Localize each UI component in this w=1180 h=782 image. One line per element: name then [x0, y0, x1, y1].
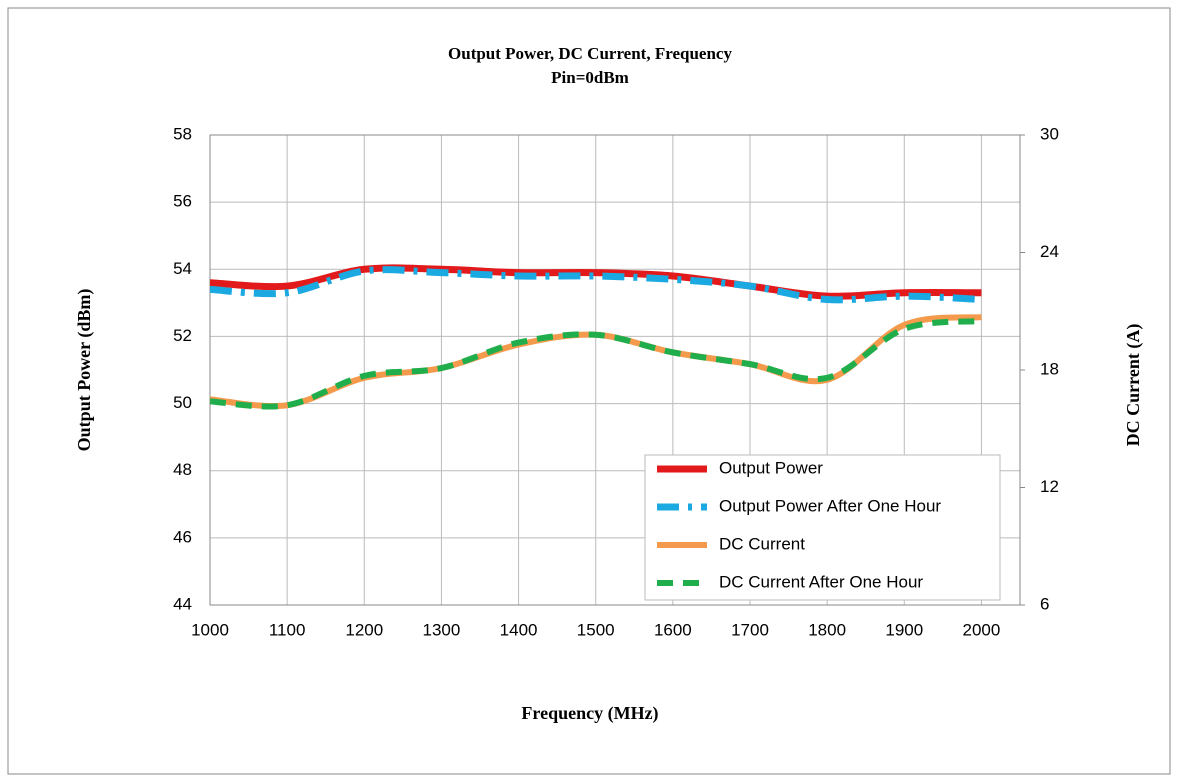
- series-line: [209, 318, 982, 410]
- x-tick-label: 1900: [885, 620, 923, 639]
- y-tick-label: 50: [173, 393, 192, 412]
- x-axis-title: Frequency (MHz): [521, 703, 658, 724]
- chart-title: Output Power, DC Current, Frequency: [448, 44, 732, 63]
- x-tick-label: 1800: [808, 620, 846, 639]
- x-tick-label: 1600: [654, 620, 692, 639]
- legend-label: Output Power After One Hour: [719, 496, 941, 515]
- legend-label: DC Current: [719, 534, 805, 553]
- chart-border: [7, 7, 1171, 775]
- x-tick-label: 2000: [963, 620, 1001, 639]
- y2-axis-title: DC Current (A): [1123, 324, 1144, 447]
- y2-tick-label: 6: [1040, 594, 1049, 613]
- y2-tick-label: 18: [1040, 359, 1059, 378]
- x-tick-label: 1400: [500, 620, 538, 639]
- y-tick-label: 54: [173, 259, 192, 278]
- y-tick-label: 46: [173, 527, 192, 546]
- x-tick-label: 1200: [345, 620, 383, 639]
- y-tick-label: 52: [173, 326, 192, 345]
- plot-area: [209, 134, 1021, 606]
- y2-tick-label: 30: [1040, 124, 1059, 143]
- x-tick-label: 1500: [577, 620, 615, 639]
- y2-tick-label: 24: [1040, 242, 1059, 261]
- y-axis-title: Output Power (dBm): [74, 289, 95, 452]
- x-tick-label: 1000: [191, 620, 229, 639]
- chart-subtitle: Pin=0dBm: [551, 68, 629, 87]
- legend-label: DC Current After One Hour: [719, 572, 923, 591]
- y-tick-label: 44: [173, 594, 192, 613]
- x-tick-label: 1300: [423, 620, 461, 639]
- y-tick-label: 48: [173, 460, 192, 479]
- y-tick-label: 56: [173, 192, 192, 211]
- x-tick-label: 1100: [269, 620, 306, 639]
- legend-box: [644, 454, 1001, 601]
- y-tick-label: 58: [173, 124, 192, 143]
- y2-tick-label: 12: [1040, 477, 1059, 496]
- legend-label: Output Power: [719, 458, 823, 477]
- x-tick-label: 1700: [731, 620, 769, 639]
